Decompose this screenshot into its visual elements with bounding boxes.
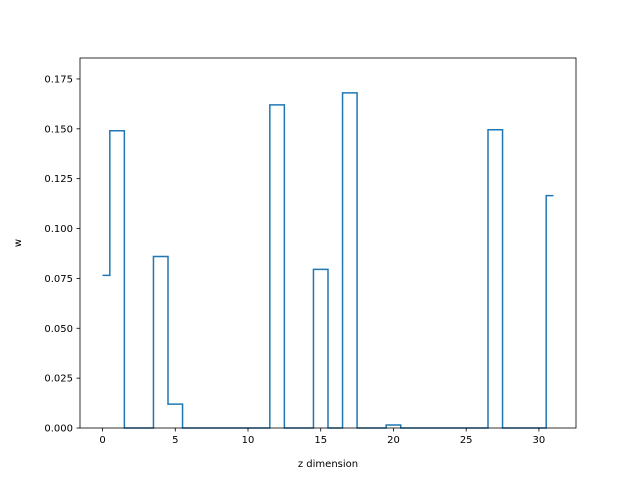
x-tick-label: 25 xyxy=(460,435,473,446)
y-tick-label: 0.100 xyxy=(44,224,73,235)
x-tick-label: 10 xyxy=(242,435,255,446)
y-tick-label: 0.150 xyxy=(44,124,73,135)
y-tick-label: 0.075 xyxy=(44,274,73,285)
y-tick-label: 0.050 xyxy=(44,324,73,335)
x-tick-label: 30 xyxy=(533,435,546,446)
y-axis-label: w xyxy=(13,239,24,247)
y-tick-label: 0.000 xyxy=(44,424,73,435)
y-axis-ticks: 0.000 0.025 0.050 0.075 0.100 0.125 0.150 0.175 xyxy=(44,74,80,435)
x-tick-label: 5 xyxy=(172,435,178,446)
y-tick-label: 0.175 xyxy=(44,74,73,85)
x-axis-label: z dimension xyxy=(298,459,358,470)
y-tick-label: 0.125 xyxy=(44,174,73,185)
x-tick-label: 20 xyxy=(387,435,400,446)
x-axis-ticks: 0 5 10 15 20 25 30 xyxy=(99,428,545,446)
x-tick-label: 0 xyxy=(99,435,105,446)
plot-frame xyxy=(79,57,577,429)
x-tick-label: 15 xyxy=(314,435,327,446)
y-tick-label: 0.025 xyxy=(44,374,73,385)
